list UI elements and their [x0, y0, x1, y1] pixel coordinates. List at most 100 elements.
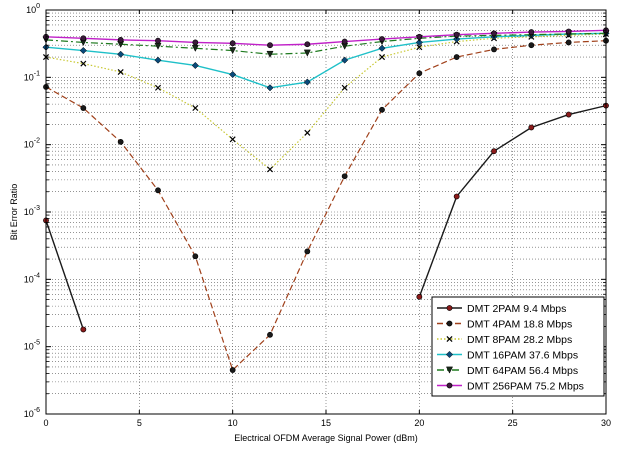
- x-tick-label: 25: [508, 418, 518, 428]
- data-point: [192, 105, 199, 112]
- data-point: [378, 44, 386, 52]
- data-point: [229, 47, 237, 55]
- y-tick-label: 10-2: [24, 138, 40, 150]
- data-point: [528, 29, 535, 35]
- data-point: [415, 38, 423, 46]
- data-point: [80, 326, 87, 333]
- x-marker-stroke: [229, 136, 236, 143]
- data-point: [491, 30, 497, 37]
- y-tick-label: 100: [26, 3, 40, 15]
- data-point: [80, 105, 87, 111]
- legend-entry: DMT 4PAM 18.8 Mbps: [437, 319, 572, 331]
- x-tick-label: 20: [414, 418, 424, 428]
- data-point: [80, 60, 87, 67]
- data-point: [79, 46, 87, 55]
- x-marker-stroke: [154, 84, 162, 91]
- ticks: 0 5 10 15 20 25 30 10-6 10-5 10-4 10-3 10-2 10-1 100: [24, 3, 611, 428]
- data-point: [453, 193, 460, 200]
- series-line: [45, 32, 607, 55]
- data-point: [341, 38, 348, 45]
- x-marker-stroke: [378, 54, 386, 61]
- x-marker-stroke: [117, 68, 124, 76]
- series-6: [43, 27, 609, 49]
- data-point: [154, 56, 162, 64]
- legend-marker: [446, 335, 453, 343]
- x-marker-stroke: [416, 44, 423, 51]
- x-tick-label: 10: [228, 418, 238, 428]
- data-point: [341, 56, 349, 64]
- legend-entry: DMT 64PAM 56.4 Mbps: [437, 365, 578, 377]
- series-line: [45, 33, 607, 171]
- y-tick-label: 10-4: [24, 272, 40, 284]
- legend-marker: [446, 382, 453, 389]
- data-point: [528, 42, 535, 49]
- data-point: [416, 44, 423, 51]
- data-point: [155, 187, 161, 194]
- data-point: [155, 37, 161, 44]
- data-point: [341, 84, 348, 91]
- data-point: [304, 129, 311, 136]
- data-point: [303, 78, 311, 86]
- series-line: [45, 29, 607, 46]
- x-tick-label: 5: [137, 418, 142, 428]
- data-point: [565, 111, 572, 118]
- data-point: [453, 31, 460, 38]
- x-axis-label: Electrical OFDM Average Signal Power (dB…: [234, 433, 417, 443]
- data-point: [304, 41, 311, 48]
- series-2: [43, 37, 609, 373]
- legend-box: [431, 296, 605, 397]
- data-point: [379, 36, 385, 42]
- data-point: [117, 50, 125, 58]
- data-point: [453, 54, 460, 60]
- series-line: [418, 104, 607, 298]
- legend-marker: [446, 305, 453, 311]
- legend-entry: DMT 2PAM 9.4 Mbps: [437, 303, 566, 315]
- data-point: [565, 28, 572, 35]
- data-point: [378, 54, 386, 61]
- y-tick-label: 10-6: [24, 407, 40, 419]
- y-tick-label: 10-1: [24, 70, 40, 82]
- legend-marker: [445, 350, 454, 359]
- legend-marker: [445, 366, 454, 374]
- data-point: [304, 248, 311, 255]
- legend-label: DMT 2PAM 9.4 Mbps: [467, 303, 566, 315]
- x-marker-stroke: [446, 335, 453, 343]
- legend-marker: [446, 320, 453, 327]
- data-point: [117, 138, 124, 145]
- y-tick-label: 10-5: [24, 340, 40, 352]
- data-point: [154, 84, 162, 91]
- data-point: [117, 36, 124, 43]
- data-point: [266, 84, 274, 92]
- data-point: [117, 68, 124, 76]
- grid: [46, 10, 606, 414]
- series-line: [45, 40, 607, 372]
- legend-label: DMT 64PAM 56.4 Mbps: [467, 365, 578, 377]
- legend: DMT 2PAM 9.4 Mbps DMT 4PAM 18.8 Mbps DMT 8…: [431, 296, 605, 397]
- data-point: [229, 367, 236, 373]
- y-axis-label: Bit Error Ratio: [9, 184, 19, 241]
- data-point: [192, 39, 199, 46]
- data-point: [267, 331, 273, 338]
- x-marker-stroke: [341, 84, 348, 91]
- series-line: [45, 32, 607, 89]
- legend-label: DMT 16PAM 37.6 Mbps: [467, 350, 578, 362]
- legend-entry: DMT 16PAM 37.6 Mbps: [437, 350, 578, 362]
- data-point: [266, 50, 274, 58]
- data-point: [416, 293, 423, 300]
- legend-label: DMT 8PAM 28.2 Mbps: [467, 334, 572, 346]
- x-marker-stroke: [266, 166, 274, 173]
- legend-label: DMT 256PAM 75.2 Mbps: [467, 381, 584, 393]
- data-point: [191, 61, 199, 70]
- data-point: [379, 106, 385, 113]
- x-marker-stroke: [304, 129, 311, 136]
- data-point: [192, 253, 199, 260]
- data-point: [528, 124, 535, 131]
- data-point: [229, 136, 236, 143]
- data-point: [491, 148, 497, 155]
- data-point: [565, 39, 572, 46]
- legend-label: DMT 4PAM 18.8 Mbps: [467, 319, 572, 331]
- x-marker-stroke: [80, 60, 87, 67]
- data-point: [491, 46, 497, 53]
- legend-entry: DMT 256PAM 75.2 Mbps: [437, 381, 584, 393]
